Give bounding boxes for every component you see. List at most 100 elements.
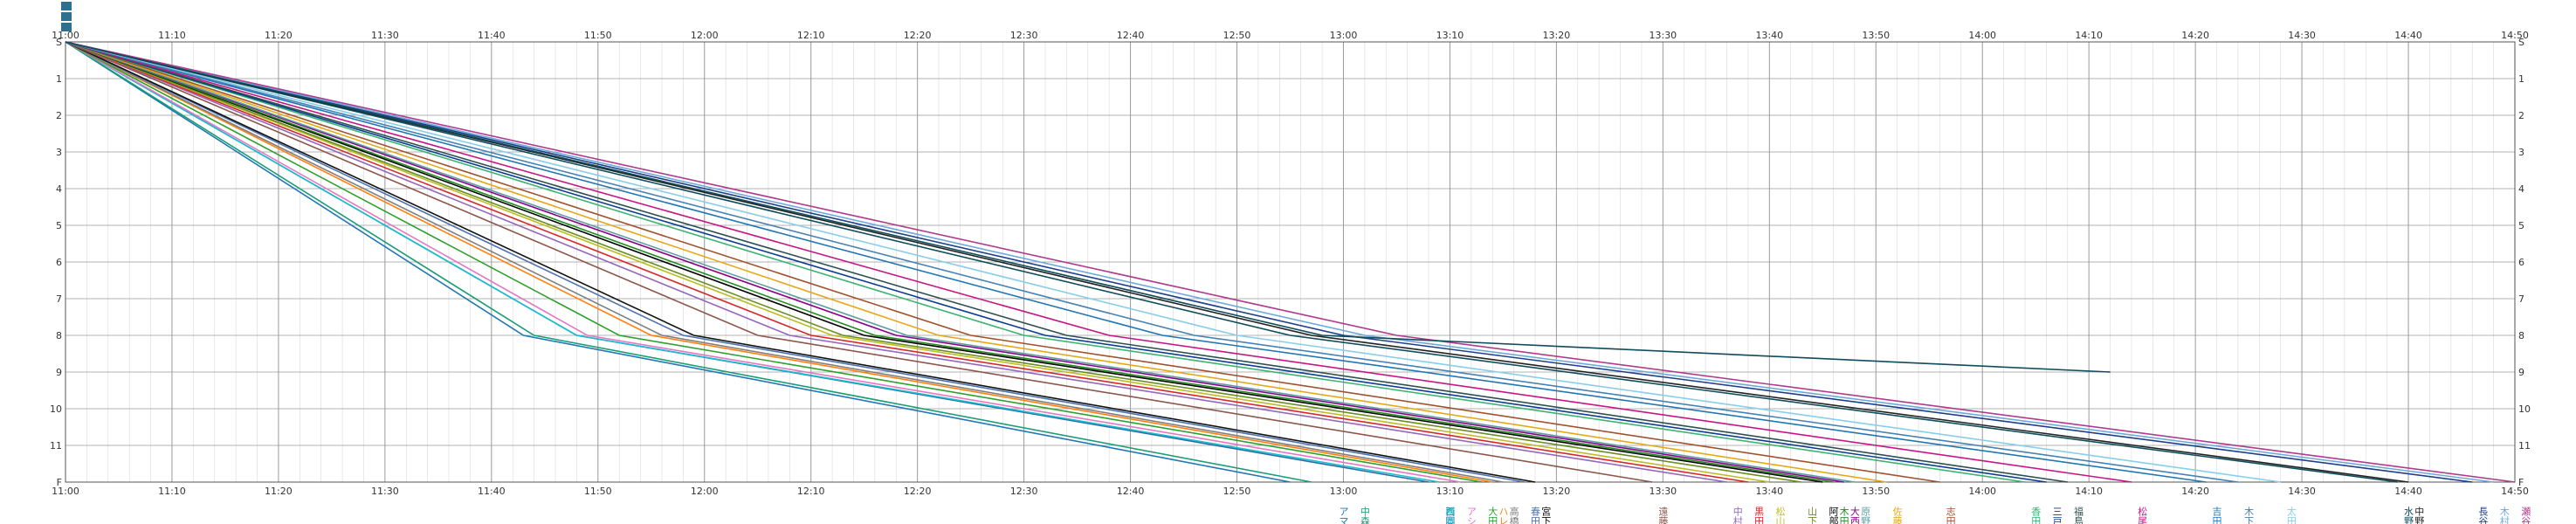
x-tick-label-top: 11:10 <box>158 30 186 41</box>
series-line <box>65 41 2207 483</box>
series-line <box>65 41 2132 483</box>
x-tick-label-top: 12:20 <box>904 30 932 41</box>
x-tick-label-bottom: 11:00 <box>52 486 79 497</box>
x-tick-label-bottom: 11:50 <box>584 486 612 497</box>
x-tick-label-bottom: 14:00 <box>1968 486 1996 497</box>
finisher-name: 福島秀 <box>2072 506 2084 524</box>
station-label-right: 6 <box>2518 257 2524 268</box>
x-tick-label-bottom: 13:20 <box>1543 486 1571 497</box>
finisher-name: 瀬谷一 <box>2520 506 2531 524</box>
x-tick-label-top: 11:40 <box>478 30 506 41</box>
x-tick-label-bottom: 13:40 <box>1755 486 1783 497</box>
series-line <box>65 41 1536 483</box>
series-line <box>65 41 1749 483</box>
x-tick-label-bottom: 12:30 <box>1010 486 1038 497</box>
x-tick-label-bottom: 11:40 <box>478 486 506 497</box>
series-line <box>65 41 2516 483</box>
x-tick-label-top: 14:50 <box>2501 30 2529 41</box>
x-tick-label-top: 12:40 <box>1117 30 1145 41</box>
finisher-name: 中野真 <box>2414 507 2425 524</box>
finisher-name: 大田竜 <box>1487 506 1498 524</box>
finisher-name: 宮下 <box>1540 506 1552 524</box>
x-tick-label-bottom: 11:30 <box>371 486 399 497</box>
station-label-right: S <box>2518 37 2524 48</box>
finisher-name: 太田洋 <box>2285 507 2297 524</box>
series-line <box>65 41 1940 483</box>
legend-cell <box>61 2 72 10</box>
series-line <box>65 41 2494 483</box>
series-line <box>65 41 2398 483</box>
finisher-name: 中村大 <box>1732 507 1743 524</box>
finisher-name: 長谷和 <box>2477 507 2489 524</box>
finisher-name: 志田貢 <box>1945 507 1956 524</box>
x-tick-label-bottom: 12:50 <box>1223 486 1251 497</box>
series-line <box>65 41 2068 483</box>
x-tick-label-bottom: 13:00 <box>1330 486 1358 497</box>
station-label-left: 4 <box>56 183 62 195</box>
series-line <box>65 41 2239 483</box>
finisher-name: 水野龍 <box>2403 507 2414 524</box>
station-label-left: 1 <box>56 73 62 85</box>
x-tick-label-bottom: 13:10 <box>1436 486 1464 497</box>
finisher-name: 遠藤大 <box>1657 507 1669 524</box>
finisher-name: 中森大 <box>1359 507 1370 524</box>
finisher-name: 春田恵 <box>1530 507 1541 524</box>
finisher-name: アマン <box>1338 507 1349 524</box>
series-line <box>65 41 1525 483</box>
station-label-right: 5 <box>2518 220 2524 231</box>
station-label-right: 3 <box>2518 147 2524 158</box>
x-tick-label-top: 14:00 <box>1968 30 1996 41</box>
x-tick-label-bottom: 12:20 <box>904 486 932 497</box>
legend-cell <box>61 12 72 21</box>
station-label-right: 11 <box>2518 440 2531 452</box>
station-label-left: 10 <box>50 403 62 415</box>
x-tick-label-top: 11:00 <box>52 30 79 41</box>
series-line <box>65 41 1887 483</box>
x-tick-label-bottom: 12:40 <box>1117 486 1145 497</box>
finisher-name: 阿部亮 <box>1828 507 1839 524</box>
finisher-name: 木下剛 <box>2243 507 2255 524</box>
x-tick-label-top: 13:00 <box>1330 30 1358 41</box>
finisher-name: 橋本修 <box>1444 506 1456 524</box>
x-tick-label-bottom: 12:10 <box>797 486 825 497</box>
series-line <box>65 41 2111 373</box>
series-line <box>65 41 2409 483</box>
x-tick-label-top: 12:50 <box>1223 30 1251 41</box>
x-tick-label-bottom: 11:10 <box>158 486 186 497</box>
finisher-name: 黒田静 <box>1753 507 1765 524</box>
station-label-left: 3 <box>56 147 62 158</box>
station-label-left: 9 <box>56 367 62 378</box>
series-line <box>65 41 1834 483</box>
legend-box <box>61 2 72 31</box>
finisher-name: 吉田史 <box>2211 507 2222 524</box>
station-label-left: F <box>57 477 62 488</box>
series-line <box>65 41 1440 483</box>
x-tick-label-top: 11:50 <box>584 30 612 41</box>
x-tick-label-top: 14:40 <box>2394 30 2422 41</box>
finisher-name: 高橋徳 <box>1508 506 1519 524</box>
x-tick-label-bottom: 14:10 <box>2075 486 2103 497</box>
series-line <box>65 41 1504 483</box>
x-tick-label-top: 12:10 <box>797 30 825 41</box>
station-label-left: 11 <box>50 440 62 452</box>
x-tick-label-bottom: 11:20 <box>265 486 293 497</box>
x-tick-label-top: 13:10 <box>1436 30 1464 41</box>
finisher-name: 大西直 <box>1849 506 1860 524</box>
series-line <box>65 41 1823 483</box>
station-label-left: 5 <box>56 220 62 231</box>
series-line <box>65 41 2473 483</box>
series-line <box>65 41 1493 483</box>
station-label-left: 2 <box>56 110 62 121</box>
series-line <box>65 41 1312 483</box>
station-label-right: 10 <box>2518 403 2531 415</box>
x-tick-label-top: 14:20 <box>2181 30 2209 41</box>
station-label-left: S <box>56 37 62 48</box>
station-label-right: 7 <box>2518 293 2524 305</box>
x-tick-label-top: 12:00 <box>691 30 719 41</box>
finisher-name: 三戸祐 <box>2051 507 2063 524</box>
finisher-name: ハレッ <box>1498 507 1509 524</box>
series-line <box>65 41 2281 483</box>
